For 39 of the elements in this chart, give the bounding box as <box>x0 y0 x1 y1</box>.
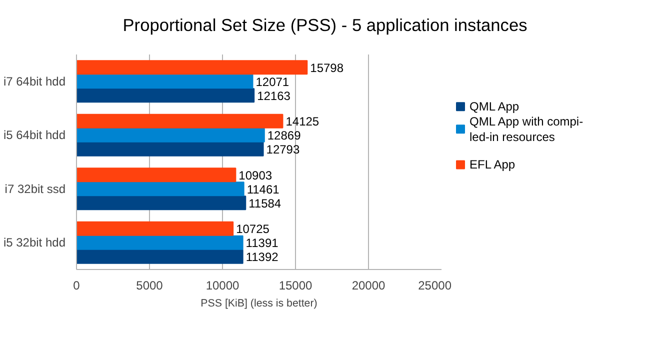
data-label: 12869 <box>267 128 302 143</box>
data-label: 11392 <box>246 250 279 264</box>
chart-title: Proportional Set Size (PSS) - 5 application instances <box>122 14 528 37</box>
data-label: 12071 <box>256 74 290 89</box>
x-tick-label: 0 <box>73 278 80 292</box>
y-tick-label: i5 64bit hdd <box>3 128 66 142</box>
data-label: 12793 <box>266 142 300 157</box>
x-tick-label: 10000 <box>206 278 240 292</box>
legend-label: QML App <box>470 100 520 114</box>
bar <box>76 196 246 210</box>
x-tick-label: 20000 <box>352 278 386 292</box>
bar <box>76 74 254 89</box>
bar <box>76 128 265 142</box>
bar <box>76 182 244 196</box>
bar <box>76 168 236 182</box>
x-tick-label: 5000 <box>136 278 164 292</box>
data-label: 15798 <box>310 60 344 75</box>
y-tick-label: i7 64bit hdd <box>3 74 66 88</box>
data-label: 11584 <box>248 196 282 210</box>
bar <box>76 249 244 264</box>
data-label: 11461 <box>246 182 280 196</box>
bar <box>76 142 264 156</box>
bar <box>76 60 308 75</box>
data-label: 10903 <box>238 168 272 182</box>
x-tick-label: 25000 <box>418 278 452 292</box>
data-label: 14125 <box>286 114 320 129</box>
bar <box>76 235 244 250</box>
bar <box>76 114 284 128</box>
data-label: 11391 <box>246 236 279 250</box>
bar <box>76 221 234 236</box>
data-label: 10725 <box>236 222 270 236</box>
bar <box>76 88 255 103</box>
y-tick-label: i7 32bit ssd <box>4 182 66 196</box>
x-axis-title: PSS [KiB] (less is better) <box>200 298 318 310</box>
data-label: 12163 <box>257 88 291 103</box>
y-tick-label: i5 32bit hdd <box>3 236 66 250</box>
legend-label: EFL App <box>470 158 516 172</box>
x-tick-label: 15000 <box>278 278 313 292</box>
legend-label: QML App with compi- led-in resources <box>470 114 584 144</box>
